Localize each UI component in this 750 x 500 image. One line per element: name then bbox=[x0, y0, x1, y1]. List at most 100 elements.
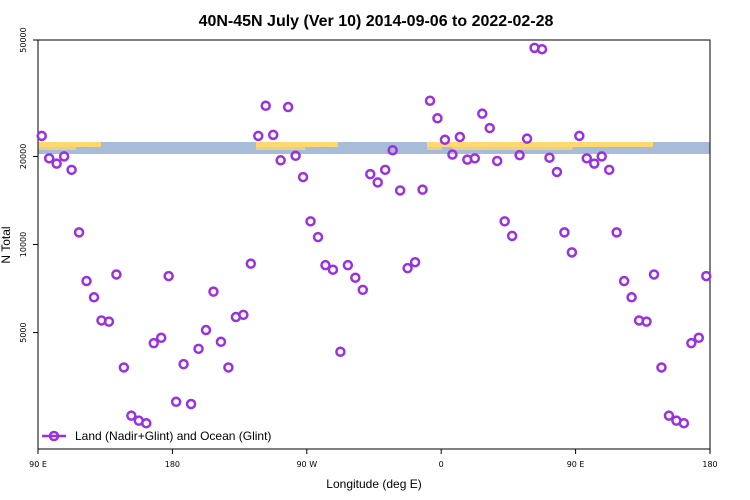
x-tick-label: 90 W bbox=[296, 460, 317, 469]
data-point bbox=[365, 168, 376, 180]
data-point bbox=[260, 100, 271, 112]
data-point bbox=[424, 95, 436, 106]
data-point bbox=[559, 227, 570, 238]
data-point bbox=[626, 292, 637, 303]
data-point bbox=[103, 316, 115, 327]
data-point bbox=[51, 158, 62, 169]
legend-marker bbox=[48, 430, 60, 442]
data-point bbox=[409, 256, 421, 268]
data-point bbox=[193, 343, 204, 355]
data-point bbox=[454, 131, 466, 143]
y-tick-label: 50000 bbox=[19, 27, 28, 52]
data-point bbox=[312, 231, 324, 243]
legend: Land (Nadir+Glint) and Ocean (Glint) bbox=[42, 429, 271, 443]
band-land-segment bbox=[452, 142, 653, 147]
data-point bbox=[163, 270, 174, 282]
data-point bbox=[589, 158, 600, 169]
data-point bbox=[372, 177, 383, 188]
data-point bbox=[596, 151, 607, 162]
x-tick-label: 90 E bbox=[567, 460, 585, 469]
band-land-segment bbox=[256, 142, 338, 147]
data-point bbox=[126, 410, 137, 421]
data-point bbox=[238, 309, 249, 321]
data-point bbox=[656, 362, 667, 373]
data-point bbox=[618, 275, 630, 287]
data-point bbox=[514, 149, 525, 161]
x-tick-label: 90 E bbox=[29, 460, 47, 469]
data-point bbox=[350, 272, 361, 283]
y-axis: 5000 10000 20000 50000 bbox=[19, 27, 38, 343]
data-point bbox=[701, 270, 712, 282]
data-point bbox=[73, 227, 85, 238]
band-land-segment bbox=[38, 147, 76, 150]
data-point bbox=[469, 153, 481, 164]
data-point bbox=[335, 346, 346, 357]
data-point bbox=[663, 410, 675, 421]
data-point bbox=[678, 417, 690, 429]
legend-label: Land (Nadir+Glint) and Ocean (Glint) bbox=[75, 429, 271, 443]
data-point bbox=[215, 336, 227, 348]
band-land-segment bbox=[38, 142, 101, 147]
x-tick-label: 180 bbox=[165, 460, 180, 469]
data-point bbox=[170, 396, 182, 408]
data-point bbox=[43, 153, 55, 164]
data-point bbox=[499, 216, 510, 227]
land-ocean-band bbox=[38, 142, 710, 154]
data-point bbox=[648, 269, 660, 280]
data-point bbox=[155, 332, 167, 344]
data-point bbox=[223, 362, 234, 373]
data-points bbox=[36, 42, 712, 429]
data-point bbox=[200, 324, 212, 336]
data-point bbox=[320, 259, 331, 271]
data-point bbox=[342, 259, 354, 271]
data-point bbox=[58, 151, 70, 162]
data-point bbox=[118, 362, 130, 373]
data-point bbox=[185, 398, 197, 410]
data-point bbox=[36, 130, 47, 142]
data-point bbox=[357, 284, 369, 296]
data-point bbox=[88, 292, 100, 303]
x-axis: 90 E 180 90 W 0 90 E 180 bbox=[29, 449, 718, 469]
y-axis-title: N Total bbox=[0, 226, 13, 263]
data-point bbox=[417, 184, 428, 195]
data-point bbox=[394, 185, 406, 196]
plot-frame bbox=[37, 39, 711, 450]
data-point bbox=[693, 332, 705, 344]
data-point bbox=[148, 337, 159, 349]
data-point bbox=[506, 230, 518, 242]
data-point bbox=[297, 171, 309, 183]
data-point bbox=[491, 155, 503, 167]
y-tick-label: 5000 bbox=[19, 322, 28, 342]
data-point bbox=[141, 417, 152, 429]
data-point bbox=[447, 149, 458, 160]
data-point bbox=[551, 166, 563, 178]
x-axis-title: Longitude (deg E) bbox=[326, 477, 421, 491]
chart-title: 40N-45N July (Ver 10) 2014-09-06 to 2022… bbox=[199, 13, 554, 30]
band-land-segment bbox=[452, 147, 573, 150]
data-point bbox=[686, 337, 697, 349]
y-tick-label: 10000 bbox=[19, 232, 28, 257]
data-point bbox=[387, 144, 398, 156]
data-point bbox=[641, 316, 652, 327]
data-point bbox=[178, 358, 189, 370]
data-point bbox=[402, 262, 413, 274]
data-point bbox=[81, 275, 92, 287]
data-point bbox=[432, 113, 443, 124]
data-point bbox=[66, 164, 77, 176]
data-point bbox=[536, 43, 548, 55]
data-point bbox=[566, 247, 578, 258]
data-point bbox=[521, 133, 533, 144]
data-point bbox=[253, 130, 264, 142]
data-point bbox=[611, 227, 622, 238]
data-point bbox=[379, 164, 391, 176]
data-point bbox=[267, 129, 279, 141]
data-point bbox=[439, 134, 451, 146]
band-land-segment bbox=[427, 147, 442, 150]
band-land-segment bbox=[256, 147, 306, 150]
x-tick-label: 180 bbox=[702, 460, 717, 469]
y-tick-label: 20000 bbox=[19, 144, 28, 169]
data-point bbox=[574, 130, 585, 142]
data-point bbox=[111, 269, 122, 280]
data-point bbox=[603, 164, 615, 176]
